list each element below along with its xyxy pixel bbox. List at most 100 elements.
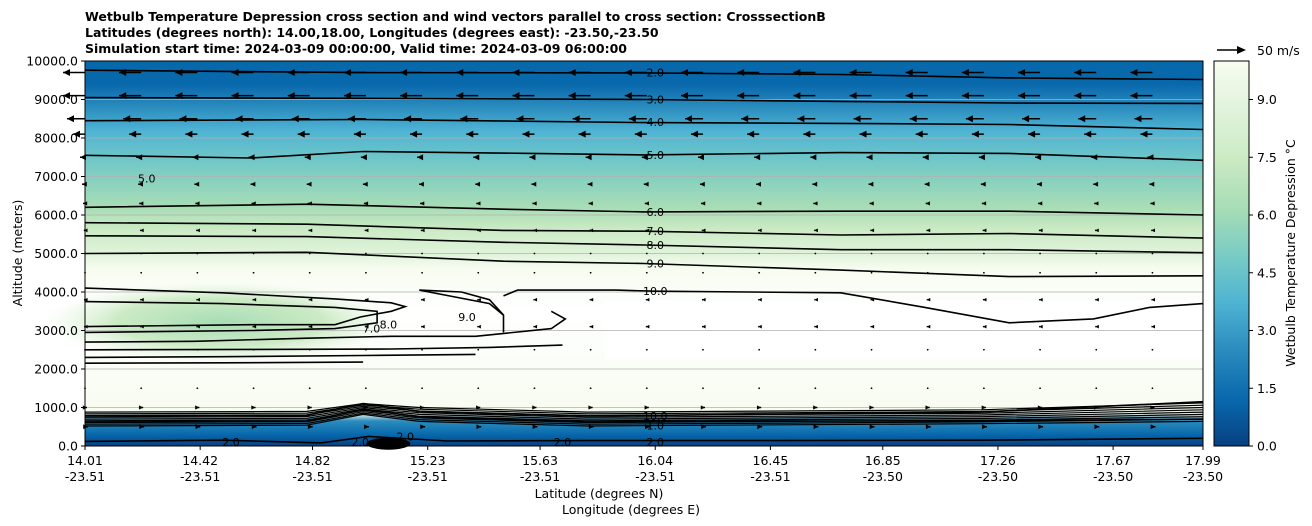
- wind-arrow: [870, 252, 873, 255]
- wind-arrow: [869, 201, 874, 206]
- wind-arrow-dot: [1151, 387, 1154, 390]
- wind-arrow-head: [1084, 130, 1092, 138]
- wind-arrow: [758, 297, 762, 302]
- colorbar-tick-label: 9.0: [1257, 92, 1277, 107]
- wind-arrow: [123, 115, 142, 123]
- x-tick-label-latitude: 17.99: [1185, 453, 1221, 468]
- wind-arrow-head: [853, 115, 861, 123]
- contour-line-dense: [84, 413, 1204, 427]
- wind-arrow-head: [251, 424, 257, 430]
- wind-arrow-head: [701, 297, 706, 302]
- wind-arrow-head: [417, 154, 424, 161]
- wind-arrow-head: [922, 154, 929, 161]
- wind-arrow: [813, 201, 818, 206]
- wind-arrow-head: [869, 405, 874, 410]
- wind-arrow-head: [456, 69, 464, 77]
- wind-arrow: [926, 387, 929, 390]
- wind-arrow: [965, 115, 984, 123]
- wind-arrow: [138, 405, 144, 410]
- wind-arrow: [252, 387, 255, 390]
- wind-arrow-head: [757, 228, 762, 233]
- wind-arrow-head: [362, 181, 368, 187]
- wind-arrow-head: [1039, 324, 1043, 329]
- wind-arrow-dot: [589, 348, 592, 351]
- wind-arrow: [702, 387, 704, 390]
- wind-arrow: [926, 228, 931, 233]
- wind-arrow: [645, 324, 650, 329]
- wind-arrow-dot: [140, 252, 143, 255]
- wind-arrow: [196, 348, 199, 351]
- x-tick-label-latitude: 17.67: [1095, 453, 1131, 468]
- wind-arrow: [365, 348, 367, 351]
- wind-arrow: [291, 115, 310, 123]
- wind-arrow-dot: [589, 387, 592, 390]
- wind-arrow-head: [1038, 228, 1043, 233]
- wind-arrow: [140, 252, 143, 255]
- wind-arrow: [287, 92, 310, 100]
- wind-arrow: [404, 115, 423, 123]
- wind-arrow-dot: [982, 271, 985, 274]
- wind-arrow: [1151, 348, 1154, 351]
- wind-arrow: [363, 405, 368, 410]
- wind-arrow-head: [400, 69, 408, 77]
- x-tick-label-latitude: 15.23: [410, 453, 446, 468]
- wind-arrow-head: [194, 181, 200, 187]
- wind-arrow: [1150, 405, 1155, 410]
- wind-arrow-dot: [1151, 348, 1154, 351]
- wind-arrow-head: [175, 92, 183, 100]
- wind-arrow-head: [532, 405, 537, 410]
- wind-arrow: [139, 201, 144, 206]
- wind-arrow-head: [192, 154, 199, 161]
- wind-arrow: [1147, 154, 1154, 161]
- wind-arrow-dot: [870, 252, 873, 255]
- wind-arrow-dot: [702, 271, 704, 274]
- wind-arrow-dot: [140, 271, 143, 274]
- wind-arrow-dot: [1039, 387, 1041, 390]
- wind-arrow-head: [364, 424, 369, 430]
- wind-arrow: [140, 348, 143, 351]
- wind-arrow-dot: [1095, 387, 1098, 390]
- wind-arrow: [308, 297, 313, 302]
- wind-arrow: [192, 154, 199, 161]
- wind-arrow: [477, 252, 480, 255]
- wind-arrow-dot: [758, 348, 761, 351]
- contour-line-10.0: [84, 287, 408, 328]
- colorbar-tick-label: 4.5: [1257, 265, 1277, 280]
- surface-contour-cluster: [366, 437, 411, 450]
- x-tick-label-latitude: 14.82: [295, 453, 331, 468]
- wind-arrow: [363, 201, 369, 206]
- contour-label: 8.0: [380, 319, 398, 332]
- wind-arrow: [1022, 115, 1041, 123]
- contour-line-5.0: [84, 150, 1204, 162]
- wind-arrow-head: [982, 228, 987, 233]
- wind-arrow: [477, 348, 480, 351]
- wind-arrow-head: [1150, 405, 1155, 410]
- wind-arrow-dot: [477, 387, 480, 390]
- wind-arrow-head: [645, 228, 650, 233]
- wind-arrow: [915, 130, 928, 138]
- wind-arrow: [926, 271, 929, 274]
- wind-arrow-head: [758, 297, 762, 302]
- wind-arrow: [252, 348, 255, 351]
- wind-arrow: [1039, 348, 1041, 351]
- wind-arrow: [1018, 69, 1041, 77]
- wind-arrow-dot: [926, 252, 929, 255]
- wind-arrow: [961, 92, 984, 100]
- wind-arrow: [533, 252, 536, 255]
- wind-arrow: [1095, 297, 1099, 302]
- wind-arrow-head: [701, 324, 706, 329]
- wind-arrow-dot: [982, 348, 985, 351]
- wind-arrow-head: [179, 115, 187, 123]
- wind-arrow: [926, 324, 931, 329]
- wind-arrow: [758, 252, 761, 255]
- wind-arrow-head: [533, 297, 538, 302]
- wind-arrow: [308, 252, 311, 255]
- y-tick-label: 1000.0: [34, 400, 78, 415]
- wind-arrow: [1130, 92, 1153, 100]
- wind-arrow-head: [589, 297, 594, 302]
- wind-arrow-head: [307, 405, 312, 410]
- wind-arrow-head: [410, 130, 418, 138]
- wind-arrow-dot: [814, 271, 817, 274]
- wind-arrow-head: [185, 130, 193, 138]
- wind-arrow: [971, 130, 984, 138]
